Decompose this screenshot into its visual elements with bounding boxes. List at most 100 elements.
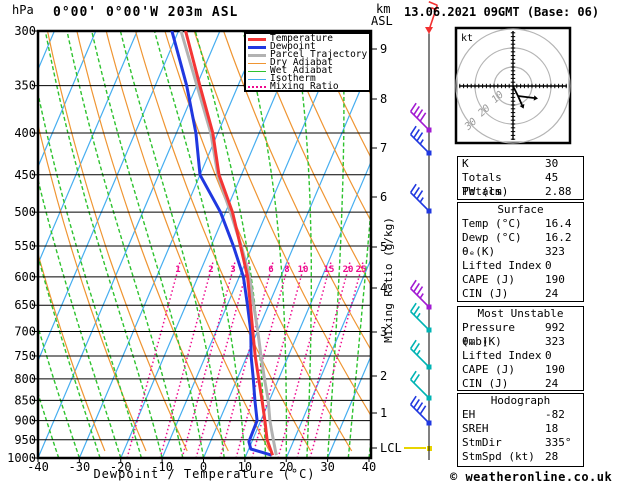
barb-base-marker bbox=[426, 208, 432, 214]
wind-barb bbox=[409, 370, 432, 401]
legend-swatch-thin bbox=[248, 62, 266, 64]
mixing-ratio-label: 25 bbox=[356, 265, 367, 275]
pressure-label: 350 bbox=[14, 79, 36, 93]
barb-full-tick bbox=[413, 128, 420, 139]
pressure-label: 800 bbox=[14, 372, 36, 386]
mixing-ratio-label: 20 bbox=[343, 265, 354, 275]
barb-half-tick bbox=[419, 139, 424, 145]
table-row-label: CAPE (J) bbox=[462, 363, 515, 376]
km-label: 4 bbox=[380, 281, 387, 295]
dry-adiabat-line bbox=[223, 31, 371, 352]
table-row-label: StmDir bbox=[462, 436, 502, 449]
temperature-curve bbox=[184, 31, 275, 456]
barb-full-tick bbox=[419, 405, 427, 415]
barb-full-tick bbox=[419, 112, 427, 122]
table-row: Lifted Index 0 bbox=[458, 259, 583, 273]
wind-barb bbox=[409, 302, 432, 333]
pressure-label: 950 bbox=[14, 433, 36, 447]
barb-base-marker bbox=[426, 327, 432, 333]
table-row-value: 190 bbox=[545, 363, 565, 376]
barb-full-tick bbox=[409, 279, 417, 290]
isotherm-line bbox=[38, 31, 138, 266]
table-row-label: CAPE (J) bbox=[462, 273, 515, 286]
barb-full-tick bbox=[416, 132, 424, 142]
isotherm-line bbox=[285, 257, 371, 458]
x-axis-title: Dewpoint / Temperature (°C) bbox=[93, 467, 316, 481]
dry-adiabat-line bbox=[38, 251, 106, 452]
barb-half-tick bbox=[416, 312, 421, 319]
barb-full-tick bbox=[428, 1, 438, 7]
barb-half-tick bbox=[419, 293, 424, 299]
legend-label: Parcel Trajectory bbox=[270, 49, 368, 60]
barb-full-tick bbox=[413, 398, 420, 409]
mixing-ratio-line bbox=[235, 261, 290, 458]
dry-adiabat-line bbox=[311, 31, 371, 159]
legend-item: Isotherm bbox=[248, 74, 367, 83]
barb-base-marker bbox=[426, 304, 432, 310]
barb-full-tick bbox=[416, 190, 424, 200]
wind-barb bbox=[409, 125, 432, 156]
km-label: 8 bbox=[380, 92, 387, 106]
pressure-label: 550 bbox=[14, 239, 36, 253]
km-label: 5 bbox=[380, 240, 387, 254]
pressure-label: 700 bbox=[14, 325, 36, 339]
table-row-label: θₑ (K) bbox=[462, 335, 502, 348]
mixing-ratio-label: 1 bbox=[175, 265, 180, 275]
pressure-label: 450 bbox=[14, 168, 36, 182]
wet-adiabat-line bbox=[38, 391, 60, 458]
barb-base-marker bbox=[426, 150, 432, 156]
pressure-label: 850 bbox=[14, 393, 36, 407]
legend-label: Wet Adiabat bbox=[270, 65, 333, 76]
pressure-unit-label: hPa bbox=[12, 3, 34, 17]
legend-label: Dry Adiabat bbox=[270, 57, 333, 68]
table-row-value: 18 bbox=[545, 422, 559, 435]
km-label: 7 bbox=[380, 141, 387, 155]
legend-item: Dry Adiabat bbox=[248, 57, 367, 68]
wet-adiabat-line bbox=[66, 31, 184, 458]
table-row: SREH 18 bbox=[458, 422, 583, 436]
wet-adiabat-line bbox=[38, 253, 101, 458]
table-row: CIN (J) 24 bbox=[458, 287, 583, 301]
mixing-ratio-label: 10 bbox=[298, 265, 309, 275]
table-row: θₑ(K) 323 bbox=[458, 245, 583, 259]
legend-item: Dewpoint bbox=[248, 41, 367, 52]
table-row-label: StmSpd (kt) bbox=[462, 450, 535, 463]
table-row-value: 335° bbox=[545, 436, 572, 449]
mixing-ratio-line bbox=[277, 261, 332, 458]
km-label: 2 bbox=[380, 369, 387, 383]
mixing-ratio-label: 6 bbox=[268, 265, 273, 275]
temp-label: -20 bbox=[110, 460, 132, 474]
legend-item: Temperature bbox=[248, 34, 367, 43]
barb-full-tick bbox=[409, 183, 417, 194]
barb-full-tick bbox=[409, 102, 417, 113]
table-header: Surface bbox=[497, 203, 544, 216]
barb-full-tick bbox=[413, 282, 420, 293]
wet-adiabat-line bbox=[347, 201, 371, 458]
barb-base-marker bbox=[426, 127, 432, 133]
table-row-label: θₑ(K) bbox=[462, 245, 496, 258]
wind-barb bbox=[428, 1, 439, 31]
lcl-label: LCL bbox=[380, 441, 402, 455]
barb-base-marker bbox=[426, 420, 432, 426]
table-row: StmSpd (kt) 28 bbox=[458, 450, 583, 464]
mixing-ratio-line bbox=[159, 261, 214, 458]
table-row-value: 24 bbox=[545, 287, 559, 300]
table-row: CAPE (J) 190 bbox=[458, 273, 583, 287]
pressure-label: 400 bbox=[14, 126, 36, 140]
table-row-value: 28 bbox=[545, 450, 559, 463]
table-row: Temp (°C) 16.4 bbox=[458, 217, 583, 231]
legend-swatch-thick bbox=[248, 45, 266, 49]
table-row: θₑ (K) 323 bbox=[458, 335, 583, 349]
legend-label: Dewpoint bbox=[270, 41, 316, 52]
table-row-value: 0 bbox=[545, 349, 552, 362]
legend-box: Temperature Dewpoint Parcel Trajectory Dry … bbox=[244, 32, 371, 92]
table-row: Totals Totals 45 bbox=[458, 171, 583, 198]
mixing-ratio-label: 15 bbox=[324, 265, 335, 275]
wind-barb bbox=[409, 339, 432, 370]
table-row-value: -82 bbox=[545, 408, 565, 421]
mixing-ratio-line bbox=[251, 261, 306, 458]
pressure-label: 900 bbox=[14, 414, 36, 428]
temp-label: 40 bbox=[362, 460, 376, 474]
